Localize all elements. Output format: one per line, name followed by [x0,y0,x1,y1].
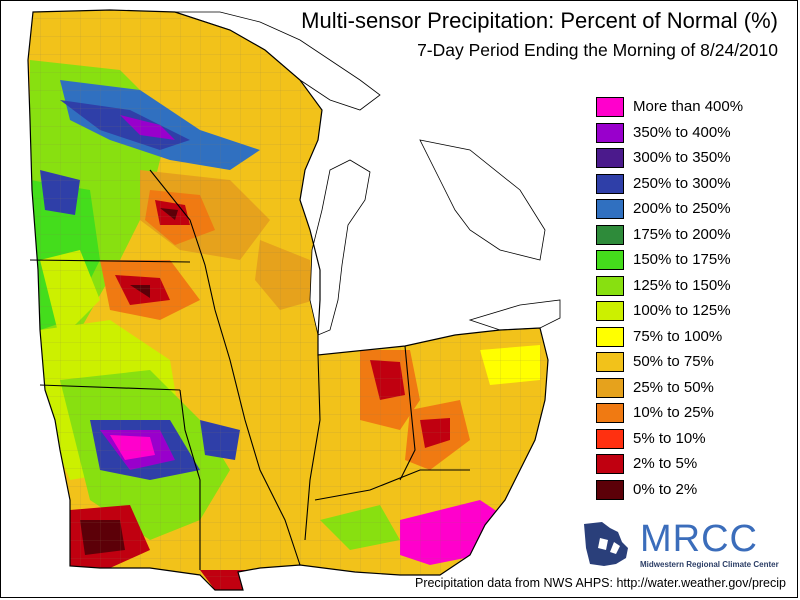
legend-label: 125% to 150% [633,276,731,294]
legend-swatch [596,479,624,500]
legend-swatch [596,454,624,474]
legend-swatch [596,97,624,117]
mrcc-logo: MRCC Midwestern Regional Climate Center [580,518,780,570]
legend-swatch [596,377,624,398]
legend-item: 100% to 125% [596,301,796,323]
legend-swatch [596,352,624,372]
legend-item: 75% to 100% [596,326,796,349]
legend-swatch [596,224,624,245]
legend-item: 5% to 10% [596,428,796,451]
legend-item: 0% to 2% [596,479,796,502]
precip-field [28,10,548,590]
legend-label: 250% to 300% [633,174,731,192]
legend-swatch [596,326,624,347]
legend-label: 100% to 125% [633,302,731,319]
legend-label: 0% to 2% [633,480,698,498]
legend-swatch [596,122,624,143]
legend-item: 300% to 350% [596,148,796,170]
logo-subtext: Midwestern Regional Climate Center [640,560,779,569]
logo-text: MRCC [640,518,758,560]
state-boundaries [29,169,470,570]
legend-item: 200% to 250% [596,199,796,221]
legend-label: 75% to 100% [633,327,723,345]
legend-label: 2% to 5% [633,455,698,472]
lake-michigan [309,159,371,336]
legend-swatch [596,148,624,168]
legend-swatch [596,403,624,423]
map-title: Multi-sensor Precipitation: Percent of N… [301,8,778,33]
lake-huron [419,139,546,261]
legend-swatch [596,250,624,270]
legend-label: More than 400% [633,98,744,115]
legend-item: 150% to 175% [596,250,796,272]
legend-label: 300% to 350% [633,149,731,166]
legend-swatch [596,275,624,296]
legend-label: 10% to 25% [633,404,714,421]
legend-item: 125% to 150% [596,275,796,298]
legend-label: 175% to 200% [633,225,731,243]
legend-item: More than 400% [596,97,796,119]
legend-label: 150% to 175% [633,251,731,268]
legend-item: 250% to 300% [596,173,796,196]
legend-label: 200% to 250% [633,200,731,217]
legend-item: 10% to 25% [596,403,796,425]
legend-item: 25% to 50% [596,377,796,400]
legend-label: 5% to 10% [633,429,706,447]
legend-swatch [596,173,624,194]
data-source-note: Precipitation data from NWS AHPS: http:/… [414,576,786,590]
legend-label: 50% to 75% [633,353,714,370]
legend-item: 50% to 75% [596,352,796,374]
legend-swatch [596,428,624,449]
lake-erie [468,299,561,331]
legend-swatch [596,199,624,219]
legend-swatch [596,301,624,321]
legend-label: 25% to 50% [633,378,714,396]
midwest-map-logo-icon [584,522,628,566]
legend-item: 2% to 5% [596,454,796,476]
legend-item: 350% to 400% [596,122,796,145]
legend-label: 350% to 400% [633,123,731,141]
legend-item: 175% to 200% [596,224,796,247]
map-subtitle: 7-Day Period Ending the Morning of 8/24/… [417,40,778,60]
